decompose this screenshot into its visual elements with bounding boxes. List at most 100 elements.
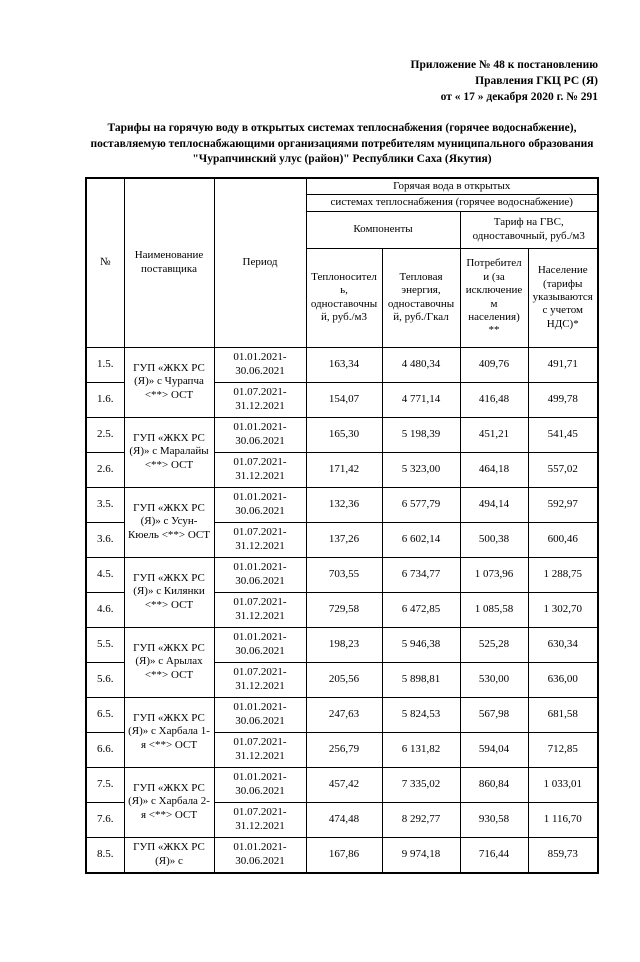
table-row: 8.5. ГУП «ЖКХ РС (Я)» с 01.01.2021-30.06.2…: [85, 836, 599, 874]
tariff-table: № Наименование поставщика Период Горячая…: [85, 176, 599, 874]
header-date-number-line: от « 17 » декабря 2020 г. № 291: [440, 91, 598, 104]
row-number-cell: 4.6.: [85, 591, 125, 628]
period-cell: 01.07.2021-31.12.2021: [213, 521, 307, 558]
period-cell: 01.01.2021-30.06.2021: [213, 416, 307, 453]
consumers-tariff-value-cell: 567,98: [459, 696, 529, 733]
col-header-heat-carrier: Теплоноситель, одноставочный, руб./м3: [305, 247, 383, 348]
table-row: 3.6. 01.07.2021-31.12.2021 137,26 6 602,14 5…: [85, 521, 599, 558]
col-header-period: Период: [213, 177, 307, 348]
heat-energy-value-cell: 8 292,77: [381, 801, 461, 838]
consumers-tariff-value-cell: 500,38: [459, 521, 529, 558]
heat-energy-value-cell: 5 898,81: [381, 661, 461, 698]
heat-carrier-value-cell: 163,34: [305, 346, 383, 383]
table-row: 6.5. ГУП «ЖКХ РС (Я)» с Харбала 1-я <**> …: [85, 696, 599, 768]
tariff-table-head: № Наименование поставщика Период Горячая…: [85, 177, 599, 348]
heat-carrier-value-cell: 171,42: [305, 451, 383, 488]
heat-energy-value-cell: 5 198,39: [381, 416, 461, 453]
supplier-cell: ГУП «ЖКХ РС (Я)» с Чурапча <**> ОСТ: [123, 346, 215, 418]
period-cell: 01.07.2021-31.12.2021: [213, 731, 307, 768]
population-tariff-value-cell: 681,58: [527, 696, 599, 733]
row-number-cell: 8.5.: [85, 836, 125, 874]
period-cell: 01.01.2021-30.06.2021: [213, 626, 307, 663]
group-header-hot-water-top: Горячая вода в открытых: [305, 177, 599, 196]
header-row-top: № Наименование поставщика Период Горячая…: [85, 177, 599, 348]
period-cell: 01.07.2021-31.12.2021: [213, 381, 307, 418]
heat-carrier-value-cell: 167,86: [305, 836, 383, 874]
population-tariff-value-cell: 1 116,70: [527, 801, 599, 838]
col-header-population: Население (тарифы указываются с учетом Н…: [527, 247, 599, 348]
gvs-tariff-group-header: Тариф на ГВС, одноставочный, руб./м3: [459, 210, 599, 249]
table-row: 5.5. ГУП «ЖКХ РС (Я)» с Арылах <**> ОСТ 01…: [85, 626, 599, 698]
population-tariff-value-cell: 630,34: [527, 626, 599, 663]
heat-carrier-value-cell: 457,42: [305, 766, 383, 803]
header-appendix-line: Приложение № 48 к постановлению: [410, 59, 598, 71]
period-cell: 01.01.2021-30.06.2021: [213, 836, 307, 874]
heat-energy-value-cell: 5 946,38: [381, 626, 461, 663]
population-tariff-value-cell: 1 302,70: [527, 591, 599, 628]
supplier-cell: ГУП «ЖКХ РС (Я)» с Харбала 1-я <**> ОСТ: [123, 696, 215, 768]
header-row-leaf: Теплоноситель, одноставочный, руб./м3 Те…: [86, 247, 599, 348]
supplier-cell: ГУП «ЖКХ РС (Я)» с Маралайы <**> ОСТ: [123, 416, 215, 488]
heat-energy-value-cell: 6 602,14: [381, 521, 461, 558]
consumers-tariff-value-cell: 930,58: [459, 801, 529, 838]
consumers-tariff-value-cell: 1 073,96: [459, 556, 529, 593]
document-page: Приложение № 48 к постановлению Правлени…: [0, 57, 640, 962]
heat-energy-value-cell: 6 472,85: [381, 591, 461, 628]
period-cell: 01.01.2021-30.06.2021: [213, 346, 307, 383]
period-cell: 01.01.2021-30.06.2021: [213, 696, 307, 733]
document-header: Приложение № 48 к постановлению Правлени…: [0, 57, 598, 105]
col-header-consumers: Потребители (за исключением населения) *…: [459, 247, 529, 348]
consumers-tariff-value-cell: 464,18: [459, 451, 529, 488]
table-row: 4.5. ГУП «ЖКХ РС (Я)» с Килянки <**> ОСТ 0…: [85, 556, 599, 628]
heat-energy-value-cell: 6 131,82: [381, 731, 461, 768]
heat-carrier-value-cell: 137,26: [305, 521, 383, 558]
heat-carrier-value-cell: 154,07: [305, 381, 383, 418]
table-row: 7.6. 01.07.2021-31.12.2021 474,48 8 292,77 9…: [85, 801, 599, 838]
population-tariff-value-cell: 491,71: [527, 346, 599, 383]
row-number-cell: 1.6.: [85, 381, 125, 418]
heat-energy-value-cell: 6 734,77: [381, 556, 461, 593]
supplier-cell: ГУП «ЖКХ РС (Я)» с Усун-Кюель <**> ОСТ: [123, 486, 215, 558]
population-tariff-value-cell: 557,02: [527, 451, 599, 488]
population-tariff-value-cell: 636,00: [527, 661, 599, 698]
heat-energy-value-cell: 6 577,79: [381, 486, 461, 523]
row-number-cell: 7.6.: [85, 801, 125, 838]
population-tariff-value-cell: 499,78: [527, 381, 599, 418]
population-tariff-value-cell: 541,45: [527, 416, 599, 453]
heat-energy-value-cell: 9 974,18: [381, 836, 461, 874]
col-header-supplier: Наименование поставщика: [123, 177, 215, 348]
components-group-header: Компоненты: [305, 210, 461, 249]
supplier-cell: ГУП «ЖКХ РС (Я)» с Арылах <**> ОСТ: [123, 626, 215, 698]
tariff-table-body: 1.5. ГУП «ЖКХ РС (Я)» с Чурапча <**> ОСТ 0…: [85, 346, 599, 874]
period-cell: 01.01.2021-30.06.2021: [213, 766, 307, 803]
table-row: 1.5. ГУП «ЖКХ РС (Я)» с Чурапча <**> ОСТ 0…: [85, 346, 599, 418]
heat-carrier-value-cell: 198,23: [305, 626, 383, 663]
group-header-hot-water-sub: системах теплоснабжения (горячее водосна…: [305, 194, 599, 212]
consumers-tariff-value-cell: 530,00: [459, 661, 529, 698]
row-number-cell: 4.5.: [85, 556, 125, 593]
period-cell: 01.07.2021-31.12.2021: [213, 451, 307, 488]
consumers-tariff-value-cell: 494,14: [459, 486, 529, 523]
row-number-cell: 2.5.: [85, 416, 125, 453]
row-number-cell: 3.6.: [85, 521, 125, 558]
table-row: 2.5. ГУП «ЖКХ РС (Я)» с Маралайы <**> ОСТ…: [85, 416, 599, 488]
heat-carrier-value-cell: 247,63: [305, 696, 383, 733]
row-number-cell: 2.6.: [85, 451, 125, 488]
period-cell: 01.07.2021-31.12.2021: [213, 801, 307, 838]
table-row: 6.6. 01.07.2021-31.12.2021 256,79 6 131,82 5…: [85, 731, 599, 768]
row-number-cell: 5.5.: [85, 626, 125, 663]
consumers-tariff-value-cell: 860,84: [459, 766, 529, 803]
supplier-cell: ГУП «ЖКХ РС (Я)» с Килянки <**> ОСТ: [123, 556, 215, 628]
row-number-cell: 7.5.: [85, 766, 125, 803]
row-number-cell: 5.6.: [85, 661, 125, 698]
heat-energy-value-cell: 5 323,00: [381, 451, 461, 488]
row-number-cell: 1.5.: [85, 346, 125, 383]
consumers-tariff-value-cell: 409,76: [459, 346, 529, 383]
heat-energy-value-cell: 7 335,02: [381, 766, 461, 803]
population-tariff-value-cell: 1 288,75: [527, 556, 599, 593]
col-header-number: №: [85, 177, 125, 348]
consumers-tariff-value-cell: 716,44: [459, 836, 529, 874]
population-tariff-value-cell: 600,46: [527, 521, 599, 558]
heat-carrier-value-cell: 256,79: [305, 731, 383, 768]
heat-carrier-value-cell: 729,58: [305, 591, 383, 628]
